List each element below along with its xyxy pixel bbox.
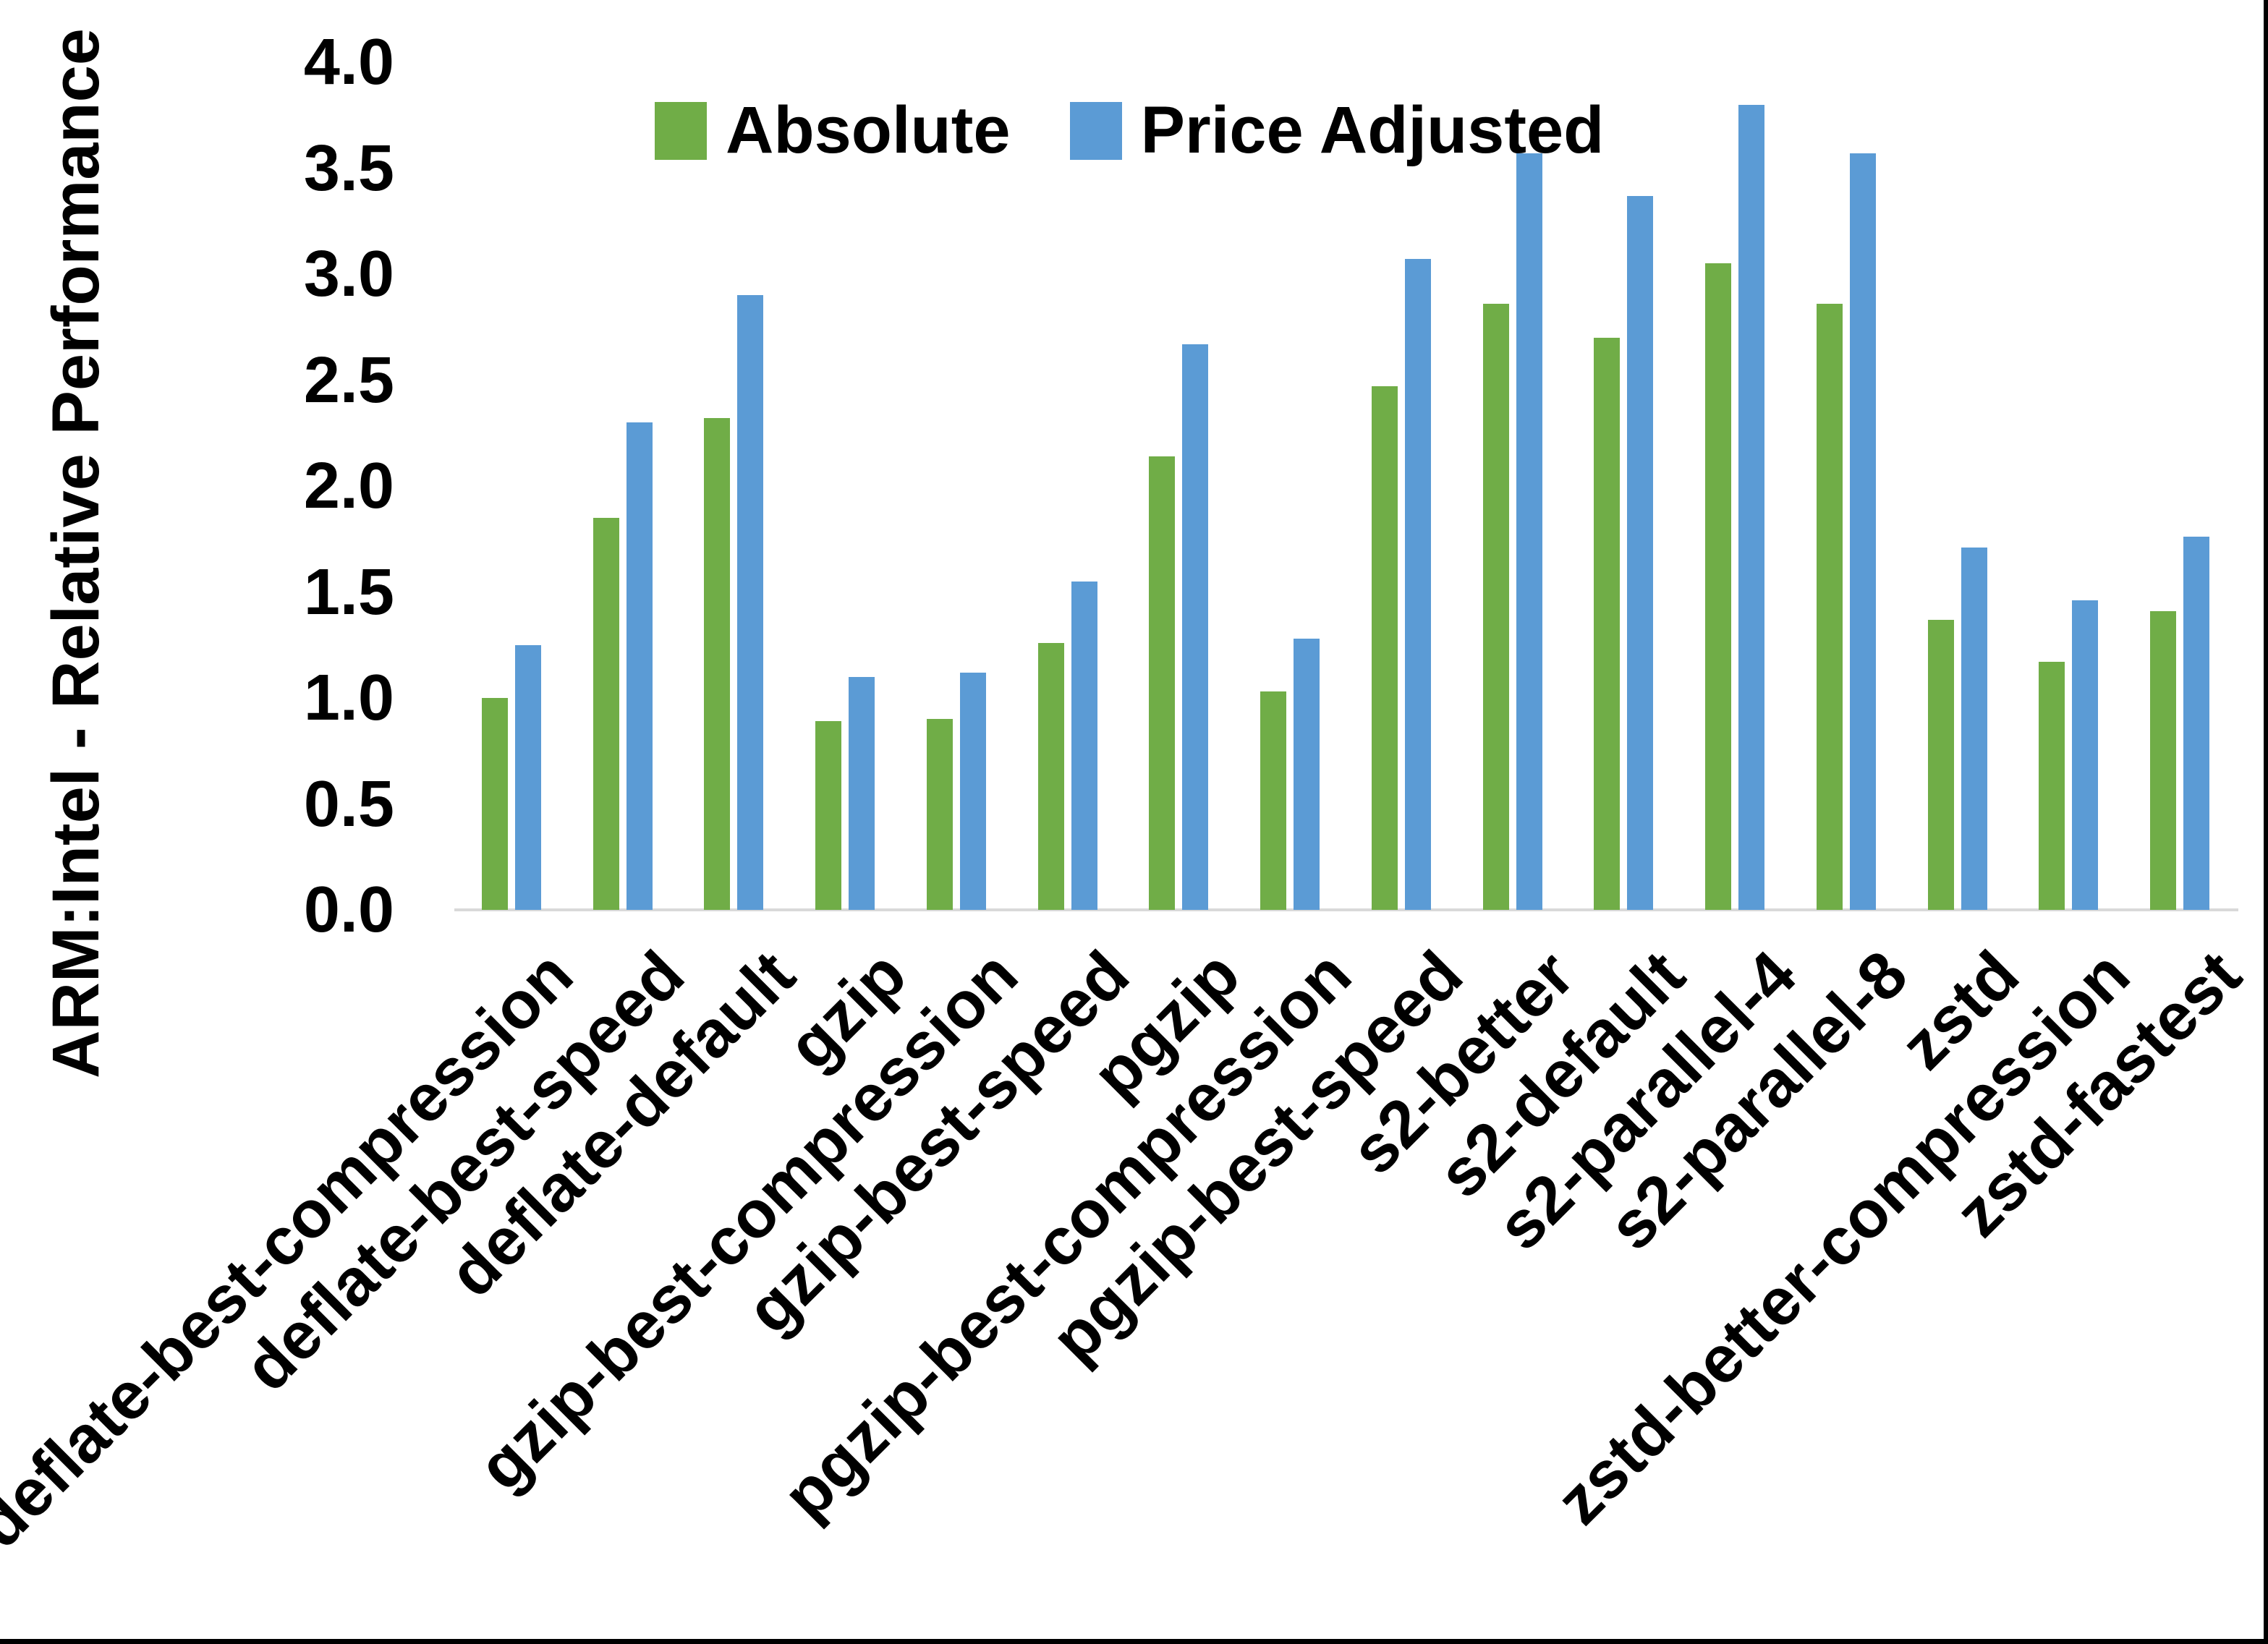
bar-price-adjusted-pgzip (1182, 344, 1209, 910)
bar-absolute-pgzip (1149, 456, 1176, 910)
y-tick-label-1.0: 1.0 (303, 662, 394, 734)
y-tick-label-3.0: 3.0 (303, 238, 394, 310)
bar-absolute-zstd-better-compression (2039, 662, 2065, 910)
bar-price-adjusted-pgzip-best-speed (1404, 259, 1431, 910)
bar-price-adjusted-zstd-fastest (2183, 537, 2210, 910)
bar-price-adjusted-gzip-best-compression (959, 672, 986, 910)
y-tick-label-2.0: 2.0 (303, 450, 394, 522)
bar-price-adjusted-s2-default (1627, 195, 1654, 910)
bar-absolute-zstd-fastest (2150, 610, 2177, 910)
bar-price-adjusted-zstd (1961, 547, 1987, 910)
bar-absolute-pgzip-best-compression (1260, 691, 1287, 910)
bar-absolute-pgzip-best-speed (1371, 386, 1398, 910)
bar-price-adjusted-gzip (849, 676, 875, 910)
chart-legend: Absolute Price Adjusted (655, 93, 1604, 169)
bar-absolute-s2-parallel-4 (1705, 263, 1732, 910)
bar-absolute-deflate-best-compression (481, 698, 508, 910)
legend-swatch-price-adjusted-icon (1069, 101, 1122, 160)
legend-item-absolute: Absolute (655, 93, 1011, 169)
y-tick-label-3.5: 3.5 (303, 132, 394, 205)
bar-price-adjusted-gzip-best-speed (1071, 581, 1097, 910)
legend-label-absolute: Absolute (726, 93, 1011, 167)
bar-absolute-s2-parallel-8 (1816, 304, 1843, 910)
bar-absolute-s2-better (1482, 304, 1509, 910)
bar-absolute-gzip-best-compression (926, 719, 953, 910)
bar-price-adjusted-deflate-best-compression (514, 644, 541, 910)
x-axis-line (454, 908, 2238, 911)
y-axis-title: ARM:Intel - Relative Performance (39, 28, 113, 1078)
y-tick-label-4.0: 4.0 (303, 26, 394, 98)
bar-absolute-zstd (1927, 619, 1954, 910)
bar-absolute-deflate-best-speed (593, 517, 619, 910)
legend-item-price-adjusted: Price Adjusted (1069, 93, 1605, 169)
bar-price-adjusted-deflate-best-speed (626, 422, 653, 910)
legend-label-price-adjusted: Price Adjusted (1140, 93, 1605, 167)
bar-price-adjusted-s2-parallel-8 (1849, 153, 1876, 910)
y-tick-label-0.5: 0.5 (303, 767, 394, 840)
bar-absolute-s2-default (1594, 337, 1621, 910)
bar-absolute-deflate-default (704, 418, 731, 910)
bar-price-adjusted-s2-better (1516, 153, 1542, 910)
bar-price-adjusted-s2-parallel-4 (1738, 104, 1765, 910)
legend-swatch-absolute-icon (655, 101, 707, 160)
bar-absolute-gzip-best-speed (1037, 642, 1064, 910)
bar-price-adjusted-zstd-better-compression (2072, 600, 2099, 910)
y-tick-label-2.5: 2.5 (303, 344, 394, 417)
bar-price-adjusted-deflate-default (737, 295, 764, 910)
bar-price-adjusted-pgzip-best-compression (1294, 638, 1320, 910)
y-tick-label-0.0: 0.0 (303, 874, 394, 946)
bar-absolute-gzip (815, 721, 842, 910)
y-tick-label-1.5: 1.5 (303, 555, 394, 629)
